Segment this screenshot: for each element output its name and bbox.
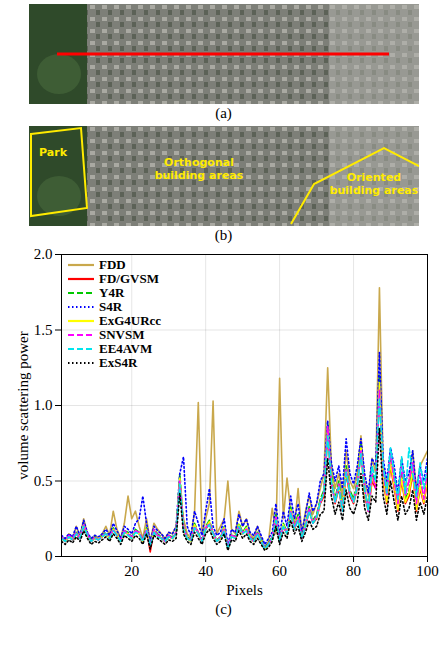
html-text:(a): (a) — [215, 105, 232, 121]
html-text:Y4R: Y4R — [99, 285, 125, 300]
svg-text:1.5: 1.5 — [34, 322, 53, 338]
svg-text:2.0: 2.0 — [34, 246, 53, 262]
html-text:EE4AVM: EE4AVM — [99, 341, 153, 356]
svg-text:0.5: 0.5 — [34, 473, 53, 489]
svg-text:Orientedbuilding areas: Orientedbuilding areas — [329, 171, 418, 197]
html-text:(b): (b) — [214, 227, 233, 243]
svg-text:60: 60 — [272, 563, 287, 579]
svg-text:100: 100 — [416, 563, 439, 579]
svg-text:20: 20 — [124, 563, 139, 579]
html-text:S4R: S4R — [99, 299, 123, 314]
html-text:(c): (c) — [215, 601, 232, 617]
svg-text:Orthogonalbuilding areas: Orthogonalbuilding areas — [154, 156, 243, 182]
svg-text:volume scattering power: volume scattering power — [15, 331, 31, 479]
svg-text:80: 80 — [346, 563, 361, 579]
html-text:SNVSM: SNVSM — [99, 327, 145, 342]
svg-text:Pixels: Pixels — [226, 582, 263, 598]
svg-text:0: 0 — [45, 548, 53, 564]
html-text:FDD: FDD — [99, 257, 126, 272]
html-text:FD/GVSM: FD/GVSM — [99, 271, 159, 286]
html-text:ExG4URcc: ExG4URcc — [99, 313, 162, 328]
svg-text:1.0: 1.0 — [34, 397, 53, 413]
svg-text:40: 40 — [198, 563, 213, 579]
svg-text:Park: Park — [39, 146, 68, 159]
html-text:ExS4R: ExS4R — [99, 355, 138, 370]
